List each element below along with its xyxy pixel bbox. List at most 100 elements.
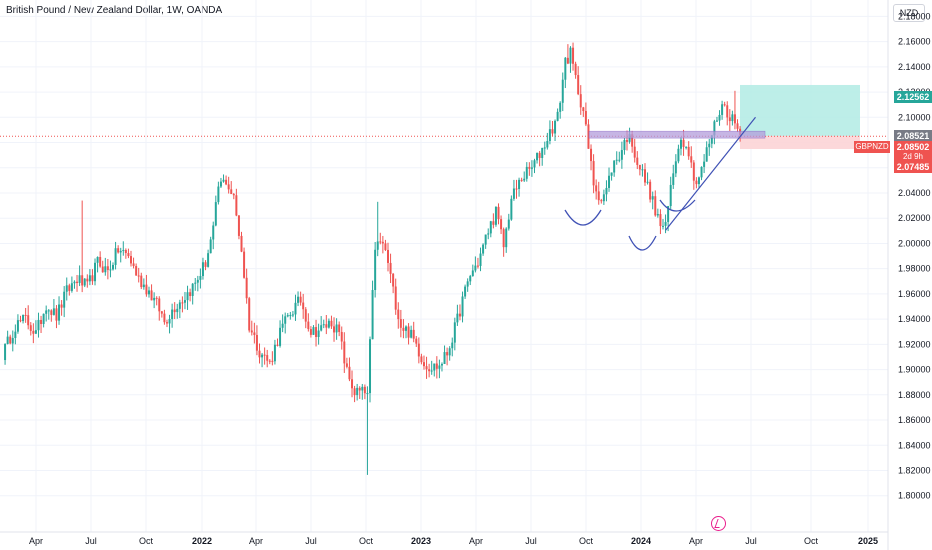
right-shoulder-arc xyxy=(659,199,696,212)
candle-body xyxy=(428,369,431,372)
candle-body xyxy=(160,311,163,314)
candle-body xyxy=(240,235,243,252)
candle-body xyxy=(456,313,459,323)
y-tick-label: 2.02000 xyxy=(898,213,931,223)
candle-body xyxy=(245,277,248,299)
candle-body xyxy=(130,256,132,264)
candle-body xyxy=(518,179,521,189)
candle-body xyxy=(536,152,539,161)
candle-body xyxy=(289,315,292,317)
candle-body xyxy=(661,225,664,227)
y-tick-label: 1.98000 xyxy=(898,264,931,274)
candle-body xyxy=(29,325,32,331)
candle-body xyxy=(137,275,140,277)
candle-body xyxy=(248,298,251,331)
resistance-zone xyxy=(588,130,766,139)
candle-body xyxy=(109,269,112,271)
candle-body xyxy=(430,370,433,372)
candle-body xyxy=(538,152,541,158)
candle-body xyxy=(387,249,389,263)
candle-body xyxy=(631,134,634,147)
chart-title: British Pound / New Zealand Dollar, 1W, … xyxy=(6,5,223,16)
candle-body xyxy=(168,319,171,324)
candle-body xyxy=(65,285,68,292)
candle-body xyxy=(736,123,739,129)
x-tick-label: Apr xyxy=(249,536,263,546)
candle-body xyxy=(494,206,497,225)
x-tick-label: 2022 xyxy=(192,536,212,546)
candle-body xyxy=(335,324,338,333)
candle-body xyxy=(47,310,50,312)
candle-body xyxy=(551,129,554,134)
candle-body xyxy=(14,331,17,339)
candle-body xyxy=(572,47,575,64)
candle-body xyxy=(307,321,310,330)
candle-body xyxy=(597,191,600,201)
candle-body xyxy=(96,256,99,263)
candle-body xyxy=(505,228,508,248)
candle-body xyxy=(402,327,405,331)
candle-body xyxy=(32,330,35,334)
candle-body xyxy=(83,278,86,286)
x-tick-label: Oct xyxy=(139,536,154,546)
candle-body xyxy=(566,57,569,64)
candle-body xyxy=(207,253,210,267)
candle-body xyxy=(268,360,271,362)
candle-body xyxy=(389,262,392,274)
y-tick-label: 1.86000 xyxy=(898,415,931,425)
candle-body xyxy=(448,348,451,356)
y-tick-label: 1.82000 xyxy=(898,465,931,475)
candle-body xyxy=(145,284,148,295)
candle-body xyxy=(721,104,724,115)
candle-body xyxy=(685,146,688,148)
candle-body xyxy=(602,194,605,202)
candle-body xyxy=(376,241,379,250)
candle-body xyxy=(165,322,168,324)
candle-body xyxy=(636,157,639,165)
candle-body xyxy=(703,161,706,167)
candle-body xyxy=(299,296,302,303)
candle-body xyxy=(348,366,351,380)
candle-body xyxy=(212,225,215,240)
candle-body xyxy=(101,266,104,273)
candle-body xyxy=(317,330,320,337)
candle-body xyxy=(404,326,407,331)
candle-body xyxy=(541,147,544,158)
candle-body xyxy=(728,117,731,122)
candle-body xyxy=(178,302,181,309)
candle-body xyxy=(569,47,572,64)
candle-body xyxy=(19,320,22,322)
candle-body xyxy=(294,302,297,315)
candle-body xyxy=(533,160,536,168)
candles xyxy=(4,42,742,475)
candle-body xyxy=(315,327,318,337)
currency-selector[interactable]: NZD xyxy=(893,4,925,22)
candle-body xyxy=(363,386,366,394)
candle-body xyxy=(613,160,616,173)
candle-body xyxy=(399,319,402,328)
candle-body xyxy=(474,265,477,271)
candle-body xyxy=(618,159,621,161)
candle-body xyxy=(458,313,461,317)
candle-body xyxy=(710,135,713,144)
candle-body xyxy=(255,334,258,351)
candle-body xyxy=(16,320,19,332)
candle-body xyxy=(559,102,562,112)
candle-body xyxy=(225,179,228,185)
tradingview-logo-icon[interactable] xyxy=(711,516,726,531)
candle-body xyxy=(638,164,641,170)
candle-body xyxy=(94,262,97,282)
candle-body xyxy=(674,161,677,174)
candle-body xyxy=(112,264,115,270)
candle-body xyxy=(415,338,418,344)
candle-body xyxy=(232,194,235,196)
candle-body xyxy=(86,278,89,282)
candle-body xyxy=(502,229,505,248)
candle-body xyxy=(114,248,117,265)
candle-body xyxy=(176,308,179,313)
x-tick-label: Oct xyxy=(579,536,594,546)
stop-price-label: 2.07485 xyxy=(894,161,932,173)
candle-body xyxy=(425,366,428,370)
